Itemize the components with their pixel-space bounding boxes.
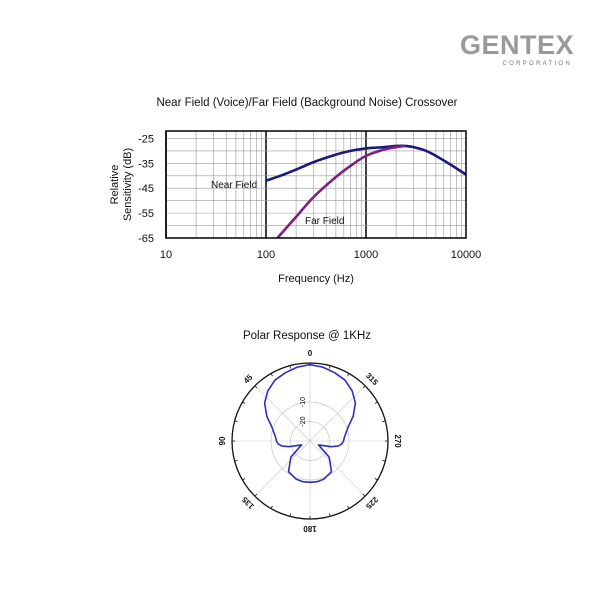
- plot-frame: [165, 130, 467, 239]
- polar-spoke: [254, 440, 311, 497]
- polar-tick-mark: [242, 401, 246, 404]
- polar-inner-ring: [290, 421, 330, 461]
- polar-angle-label: 315: [364, 371, 380, 387]
- chart-series: [265, 144, 467, 239]
- crossover-chart: Near Field (Voice)/Far Field (Background…: [109, 97, 481, 285]
- polar-ring-label: -10: [300, 397, 307, 407]
- polar-tick-mark: [347, 505, 350, 509]
- y-tick-label: -35: [138, 158, 154, 170]
- x-tick-label: 100: [257, 249, 275, 261]
- chart-title: Near Field (Voice)/Far Field (Background…: [156, 97, 457, 109]
- polar-tick-mark: [362, 385, 366, 389]
- polar-tick-mark: [270, 373, 273, 377]
- polar-tick-mark: [289, 365, 291, 369]
- series-label-near-field: Near Field: [211, 180, 257, 191]
- y-axis-label: RelativeSensitivity (dB): [109, 148, 134, 221]
- y-tick-label: -65: [138, 233, 154, 245]
- polar-tick-mark: [329, 365, 331, 369]
- x-tick-label: 1000: [354, 249, 378, 261]
- polar-ring-label: -20: [300, 416, 307, 426]
- polar-tick-mark: [234, 420, 238, 422]
- polar-tick-mark: [382, 420, 386, 422]
- y-tick-label: -25: [138, 133, 154, 145]
- logo-wordmark: GENTEX: [459, 30, 574, 60]
- polar-spoke: [254, 385, 311, 442]
- polar-tick-mark: [254, 385, 258, 389]
- polar-angle-label: 45: [242, 372, 255, 385]
- polar-tick-mark: [242, 478, 246, 481]
- polar-tick-mark: [374, 478, 378, 481]
- polar-tick-mark: [362, 493, 366, 497]
- gentex-logo: GENTEX CORPORATION: [460, 30, 574, 67]
- polar-tick-mark: [254, 493, 258, 497]
- polar-tick-mark: [270, 505, 273, 509]
- polar-title: Polar Response @ 1KHz: [243, 330, 371, 342]
- x-tick-label: 10000: [451, 249, 482, 261]
- polar-response-curve: [263, 363, 357, 484]
- x-tick-label: 10: [160, 249, 172, 261]
- y-axis-label-line-2: Sensitivity (dB): [122, 148, 134, 221]
- polar-curve-group: [263, 363, 357, 484]
- y-tick-label: -45: [138, 183, 154, 195]
- polar-tick-mark: [382, 460, 386, 462]
- polar-tick-mark: [347, 373, 350, 377]
- series-label-far-field: Far Field: [305, 216, 344, 227]
- polar-tick-mark: [374, 401, 378, 404]
- polar-outer-ring: [231, 362, 389, 520]
- polar-tick-mark: [329, 513, 331, 517]
- polar-angle-label: 90: [218, 436, 227, 445]
- logo-subtitle: CORPORATION: [502, 61, 572, 67]
- polar-angle-label: 225: [364, 495, 380, 511]
- polar-angle-label: 0: [308, 349, 313, 358]
- x-axis-label: Frequency (Hz): [278, 273, 354, 285]
- near-field-line: [265, 144, 467, 182]
- polar-rings: [231, 362, 389, 520]
- polar-angle-label: 180: [303, 524, 317, 533]
- polar-spoke: [309, 385, 366, 442]
- polar-angle-label: 135: [240, 495, 256, 511]
- polar-inner-ring: [270, 401, 350, 481]
- polar-angle-label: 270: [393, 434, 402, 448]
- y-tick-label: -55: [138, 208, 154, 220]
- y-axis-label-line-1: Relative: [109, 165, 121, 205]
- chart-tick-labels: 10 100 1000 10000 -25 -35 -45 -55 -65: [138, 133, 481, 261]
- polar-tick-mark: [289, 513, 291, 517]
- polar-tick-mark: [234, 460, 238, 462]
- polar-spoke: [309, 440, 366, 497]
- far-field-line: [276, 144, 406, 239]
- polar-angle-labels: 0 45 90 135 180 225 270 315 -10 -20: [218, 349, 402, 533]
